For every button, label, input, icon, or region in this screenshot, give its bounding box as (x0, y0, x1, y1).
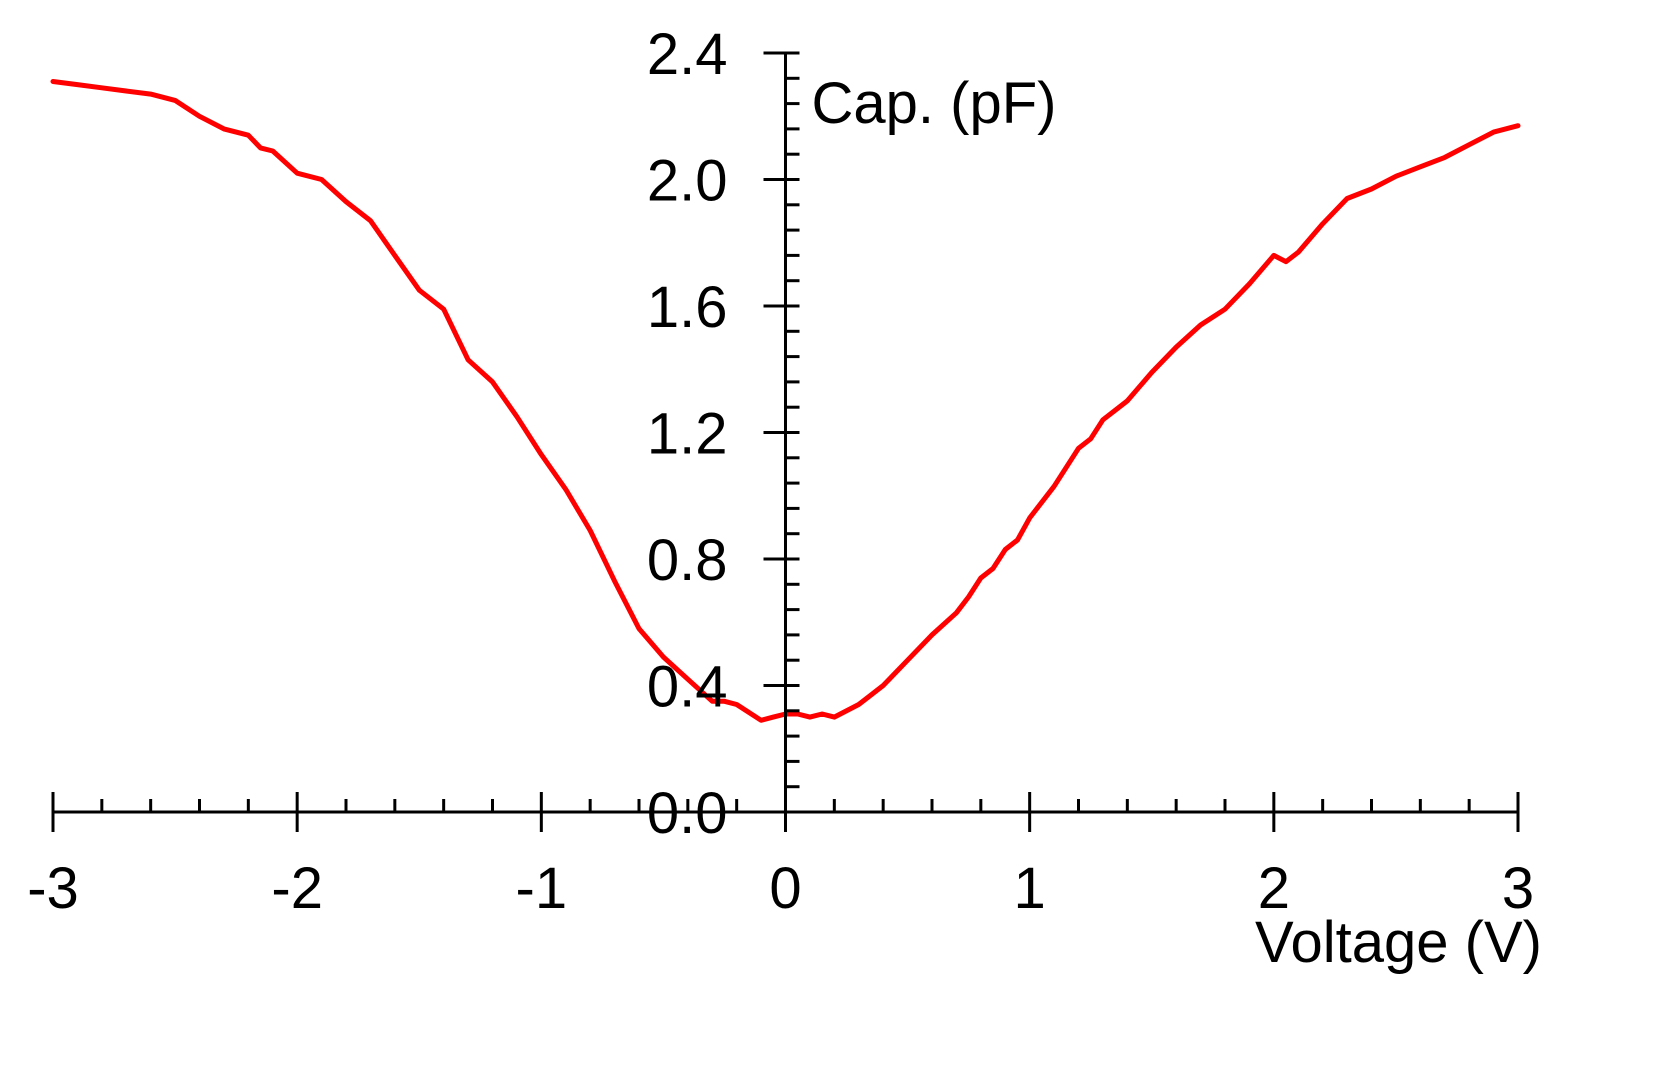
y-tick-label: 0.0 (647, 781, 728, 846)
axes-layer (51, 51, 1520, 832)
series-line (50, 79, 1521, 723)
x-tick-label: 3 (1502, 856, 1534, 921)
y-tick-label: 0.4 (647, 655, 728, 720)
x-tick-label: 1 (1014, 856, 1046, 921)
y-tick-label: 2.0 (647, 149, 728, 214)
y-tick-label: 0.8 (647, 528, 728, 593)
y-axis-title: Cap. (pF) (812, 71, 1057, 136)
x-tick-label: -3 (27, 856, 79, 921)
y-tick-label: 1.6 (647, 275, 728, 340)
y-axis-ticks (763, 51, 800, 814)
x-tick-label: 0 (769, 856, 801, 921)
x-tick-label: -2 (271, 856, 323, 921)
tick-labels-layer: -3 -2 -1 0 1 2 3 0.0 0.4 0.8 1.2 1.6 2.0 2.4 (27, 22, 1534, 921)
y-tick-label: 2.4 (647, 22, 728, 87)
series-layer (50, 79, 1521, 723)
x-axis-title: Voltage (V) (1255, 910, 1542, 975)
x-tick-label: -1 (516, 856, 568, 921)
x-tick-label: 2 (1258, 856, 1290, 921)
y-tick-label: 1.2 (647, 402, 728, 467)
